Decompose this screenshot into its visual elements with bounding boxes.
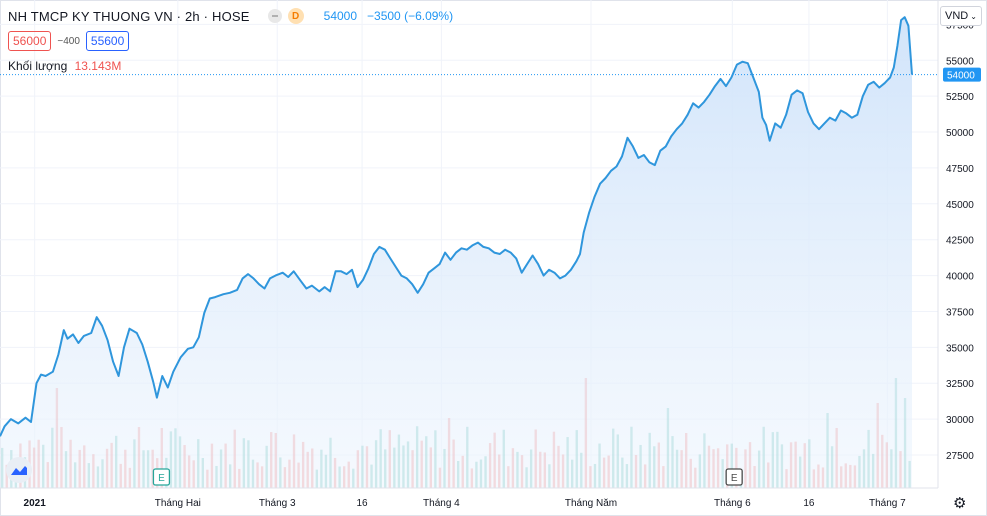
y-tick-label: 27500 — [946, 451, 974, 462]
price-change: −3500 (−6.09%) — [367, 9, 454, 23]
earnings-marker-box — [152, 468, 171, 486]
last-price: 54000 — [323, 9, 358, 23]
chevron-down-icon: ⌄ — [970, 11, 977, 21]
x-tick-label: Tháng 6 — [714, 498, 751, 509]
y-tick-label: 40000 — [946, 272, 974, 283]
quote-row: 56000 −400 55600 — [8, 31, 130, 51]
y-tick-label: 30000 — [946, 415, 974, 426]
x-tick-label: Tháng Năm — [565, 498, 617, 509]
y-axis: 27500 30000 32500 35000 37500 40000 42500 45000… — [937, 0, 974, 488]
x-tick-label: 2021 — [24, 498, 47, 509]
volume-label: Khối lượng — [8, 59, 68, 73]
y-tick-label: 37500 — [946, 307, 974, 318]
y-tick-label: 50000 — [946, 128, 974, 139]
y-tick-label: 52500 — [946, 92, 974, 103]
spread-value: −400 — [57, 35, 80, 47]
symbol-header: NH TMCP KY THUONG VN · 2h · HOSE D 54000… — [8, 8, 453, 24]
y-tick-label: 47500 — [946, 164, 974, 175]
x-tick-label: 16 — [803, 498, 815, 509]
y-tick-label: 35000 — [946, 343, 974, 354]
price-line — [0, 16, 913, 437]
last-price-line: 54000 — [0, 67, 981, 82]
x-tick-label: Tháng 7 — [869, 498, 906, 509]
price-area-fill — [0, 17, 912, 488]
last-price-tag-text: 54000 — [947, 71, 975, 82]
gear-icon[interactable]: ⚙ — [953, 495, 967, 512]
bid-price[interactable]: 56000 — [8, 31, 52, 51]
last-price-tag — [943, 67, 981, 82]
volume-legend: Khối lượng 13.143M — [8, 59, 121, 73]
delay-badge[interactable]: D — [287, 8, 304, 24]
minimize-icon[interactable] — [267, 9, 282, 23]
x-tick-label: Tháng 4 — [423, 498, 460, 509]
price-area — [0, 16, 913, 488]
x-tick-label: 16 — [357, 498, 369, 509]
x-tick-label: Tháng Hai — [155, 498, 201, 509]
earnings-marker-box — [725, 468, 743, 486]
earnings-marker: E — [152, 468, 171, 486]
y-tick-label: 32500 — [946, 379, 974, 390]
x-axis: 2021 Tháng Hai Tháng 3 16 Tháng 4 Tháng Năm Th… — [0, 487, 938, 509]
y-tick-label: 42500 — [946, 236, 974, 247]
ask-price[interactable]: 55600 — [85, 31, 130, 51]
currency-select[interactable]: VND ⌄ — [940, 6, 982, 26]
tradingview-logo-icon[interactable] — [6, 457, 32, 483]
earnings-marker: E — [725, 468, 743, 486]
symbol-title[interactable]: NH TMCP KY THUONG VN · 2h · HOSE — [8, 8, 250, 24]
currency-label: VND — [945, 10, 969, 22]
y-tick-label: 55000 — [946, 56, 974, 67]
earnings-marker-label: E — [731, 473, 738, 484]
y-tick-label: 45000 — [946, 200, 974, 211]
earnings-marker-label: E — [158, 473, 165, 484]
x-tick-label: Tháng 3 — [259, 498, 296, 509]
volume-value: 13.143M — [74, 59, 122, 73]
